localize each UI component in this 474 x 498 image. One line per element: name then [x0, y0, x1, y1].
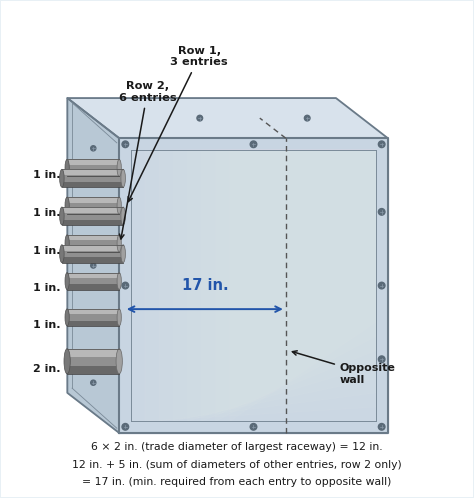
- Polygon shape: [67, 349, 119, 374]
- Polygon shape: [67, 159, 119, 165]
- Polygon shape: [62, 207, 123, 225]
- Polygon shape: [67, 209, 119, 214]
- Polygon shape: [62, 169, 123, 187]
- Polygon shape: [131, 150, 376, 421]
- Text: 1 in.: 1 in.: [33, 246, 60, 255]
- Circle shape: [91, 263, 96, 268]
- Text: 17 in.: 17 in.: [182, 277, 229, 293]
- Ellipse shape: [60, 169, 64, 187]
- Polygon shape: [67, 309, 119, 326]
- Circle shape: [122, 423, 128, 430]
- Circle shape: [197, 116, 202, 121]
- Ellipse shape: [121, 207, 126, 225]
- Polygon shape: [62, 257, 123, 262]
- Text: = 17 in. (min. required from each entry to opposite wall): = 17 in. (min. required from each entry …: [82, 477, 392, 487]
- Polygon shape: [62, 169, 123, 175]
- Circle shape: [378, 141, 385, 147]
- Ellipse shape: [117, 309, 121, 326]
- Text: 2 in.: 2 in.: [33, 364, 60, 374]
- Polygon shape: [67, 98, 119, 433]
- Circle shape: [378, 356, 385, 363]
- Circle shape: [91, 380, 96, 385]
- Polygon shape: [67, 321, 119, 326]
- Ellipse shape: [64, 349, 70, 374]
- Polygon shape: [67, 247, 119, 252]
- Polygon shape: [67, 235, 119, 241]
- Text: 1 in.: 1 in.: [33, 283, 60, 293]
- Text: 1 in.: 1 in.: [33, 208, 60, 218]
- Ellipse shape: [65, 159, 69, 176]
- Ellipse shape: [65, 197, 69, 214]
- Ellipse shape: [117, 197, 121, 214]
- Polygon shape: [67, 159, 119, 176]
- Ellipse shape: [121, 245, 126, 262]
- Circle shape: [304, 116, 310, 121]
- Circle shape: [91, 146, 96, 151]
- Ellipse shape: [60, 245, 64, 262]
- Polygon shape: [62, 220, 123, 225]
- Circle shape: [250, 141, 257, 147]
- Polygon shape: [67, 197, 119, 203]
- Polygon shape: [67, 272, 119, 278]
- Ellipse shape: [117, 235, 121, 252]
- Ellipse shape: [121, 169, 126, 187]
- Ellipse shape: [116, 349, 122, 374]
- Polygon shape: [62, 182, 123, 187]
- Polygon shape: [67, 197, 119, 214]
- Polygon shape: [67, 235, 119, 252]
- Polygon shape: [62, 207, 123, 213]
- Text: Row 1,
3 entries: Row 1, 3 entries: [128, 46, 228, 202]
- Ellipse shape: [60, 207, 64, 225]
- Ellipse shape: [117, 159, 121, 176]
- Text: Row 2,
6 entries: Row 2, 6 entries: [118, 81, 176, 239]
- Polygon shape: [67, 272, 119, 289]
- Circle shape: [122, 141, 128, 147]
- Text: 12 in. + 5 in. (sum of diameters of other entries, row 2 only): 12 in. + 5 in. (sum of diameters of othe…: [72, 460, 402, 470]
- Ellipse shape: [65, 272, 69, 289]
- Polygon shape: [67, 98, 388, 138]
- Polygon shape: [67, 309, 119, 314]
- Polygon shape: [67, 349, 119, 357]
- Polygon shape: [119, 138, 388, 433]
- Ellipse shape: [65, 309, 69, 326]
- Ellipse shape: [65, 235, 69, 252]
- Text: 1 in.: 1 in.: [33, 170, 60, 180]
- Circle shape: [122, 282, 128, 289]
- Circle shape: [378, 423, 385, 430]
- Polygon shape: [67, 284, 119, 289]
- Polygon shape: [67, 366, 119, 374]
- Polygon shape: [62, 245, 123, 262]
- Text: 6 × 2 in. (trade diameter of largest raceway) = 12 in.: 6 × 2 in. (trade diameter of largest rac…: [91, 442, 383, 452]
- Text: Opposite
wall: Opposite wall: [292, 351, 396, 385]
- Circle shape: [378, 209, 385, 215]
- Polygon shape: [62, 245, 123, 250]
- Polygon shape: [67, 171, 119, 176]
- Circle shape: [250, 423, 257, 430]
- Text: 1 in.: 1 in.: [33, 320, 60, 330]
- Ellipse shape: [117, 272, 121, 289]
- Circle shape: [378, 282, 385, 289]
